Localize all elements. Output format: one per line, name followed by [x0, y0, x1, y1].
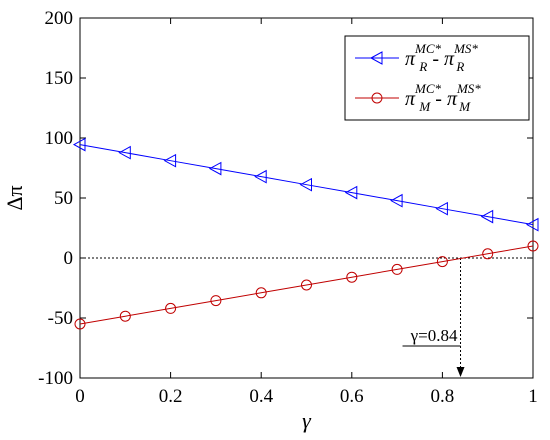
series-1-point [72, 137, 86, 152]
y-tick-label: -50 [48, 308, 73, 329]
legend-swatch-marker [371, 92, 383, 104]
x-tick-label: 0.2 [159, 386, 183, 407]
series-2-point [165, 302, 177, 314]
series-2-point [119, 310, 131, 322]
y-tick-label: 150 [45, 68, 74, 89]
x-axis-label: γ [302, 408, 312, 433]
y-tick-label: 50 [54, 188, 73, 209]
series-1-point [299, 177, 312, 192]
series-2-point [391, 263, 403, 275]
x-tick-label: 1 [528, 386, 538, 407]
y-tick-label: 200 [45, 8, 74, 29]
series-1-point [344, 185, 358, 200]
y-tick-label: -100 [38, 368, 73, 389]
annotation-label: γ=0.84 [410, 326, 458, 345]
x-tick-label: 0 [75, 386, 85, 407]
series-1-point [525, 217, 539, 232]
y-tick-label: 100 [45, 128, 74, 149]
legend-swatch-marker [369, 51, 383, 65]
series-1-point [118, 145, 131, 160]
series-2-point [436, 256, 448, 268]
series-1-point [435, 201, 448, 216]
x-tick-label: 0.8 [431, 386, 455, 407]
series-2-point [210, 295, 222, 307]
series-1-point [163, 153, 177, 168]
legend-entry-2: πMC* M - πMS* M [405, 81, 481, 114]
series-1-point [254, 169, 267, 184]
series-1-point [480, 209, 494, 224]
series-line-1 [79, 144, 534, 226]
series-2-point [346, 271, 358, 283]
series-1-point [390, 193, 403, 208]
annotation-arrowhead [456, 367, 465, 377]
x-tick-label: 0.4 [249, 386, 273, 407]
y-tick-label: 0 [64, 248, 74, 269]
series-2-point [527, 240, 539, 252]
series-2-point [255, 287, 267, 299]
series-1-point [208, 161, 222, 176]
series-2-point [482, 248, 494, 260]
series-line-2 [79, 245, 534, 325]
y-axis-label: Δπ [2, 185, 27, 210]
series-2-point [301, 279, 312, 291]
x-tick-label: 0.6 [340, 386, 364, 407]
legend-entry-1: πMC* R - πMS* R [405, 41, 478, 74]
legend-box [344, 35, 530, 121]
series-2-point [74, 318, 86, 330]
